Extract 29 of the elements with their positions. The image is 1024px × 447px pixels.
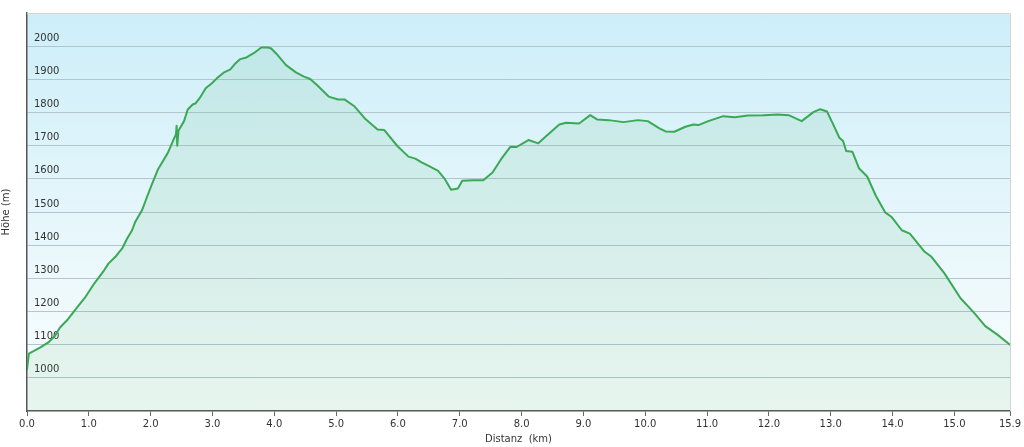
x-tick-label: 5.0 bbox=[328, 417, 345, 429]
x-tick-label: 11.0 bbox=[695, 417, 719, 429]
y-tick-label: 1600 bbox=[34, 164, 60, 176]
x-tick-label: 2.0 bbox=[142, 417, 159, 429]
x-tick-label: 0.0 bbox=[19, 417, 35, 429]
x-tick-label: 10.0 bbox=[634, 417, 657, 429]
y-tick-label: 1700 bbox=[34, 131, 60, 143]
y-axis-title: Höhe (m) bbox=[0, 188, 11, 236]
x-tick-label: 6.0 bbox=[389, 417, 406, 429]
y-tick-label: 1300 bbox=[34, 263, 60, 275]
x-tick-label: 8.0 bbox=[513, 417, 530, 429]
x-tick-label: 15.9 bbox=[998, 417, 1022, 429]
x-tick-label: 12.0 bbox=[757, 417, 781, 429]
x-axis-title: Distanz (km) bbox=[484, 432, 553, 444]
x-tick-label: 14.0 bbox=[881, 417, 904, 429]
y-tick-label: 1000 bbox=[34, 363, 60, 375]
y-tick-label: 1500 bbox=[34, 197, 60, 209]
y-tick-label: 1900 bbox=[34, 64, 60, 76]
x-tick-label: 13.0 bbox=[819, 417, 842, 429]
x-tick-label: 4.0 bbox=[266, 417, 283, 429]
x-tick-label: 7.0 bbox=[451, 417, 468, 429]
y-tick-label: 2000 bbox=[34, 31, 60, 43]
x-tick-label: 3.0 bbox=[204, 417, 221, 429]
x-tick-label: 9.0 bbox=[575, 417, 592, 429]
x-tick-label: 15.0 bbox=[943, 417, 966, 429]
y-tick-label: 1200 bbox=[34, 297, 60, 309]
x-tick-label: 1.0 bbox=[80, 417, 97, 429]
y-tick-label: 1800 bbox=[34, 98, 60, 110]
y-tick-label: 1400 bbox=[34, 230, 60, 242]
